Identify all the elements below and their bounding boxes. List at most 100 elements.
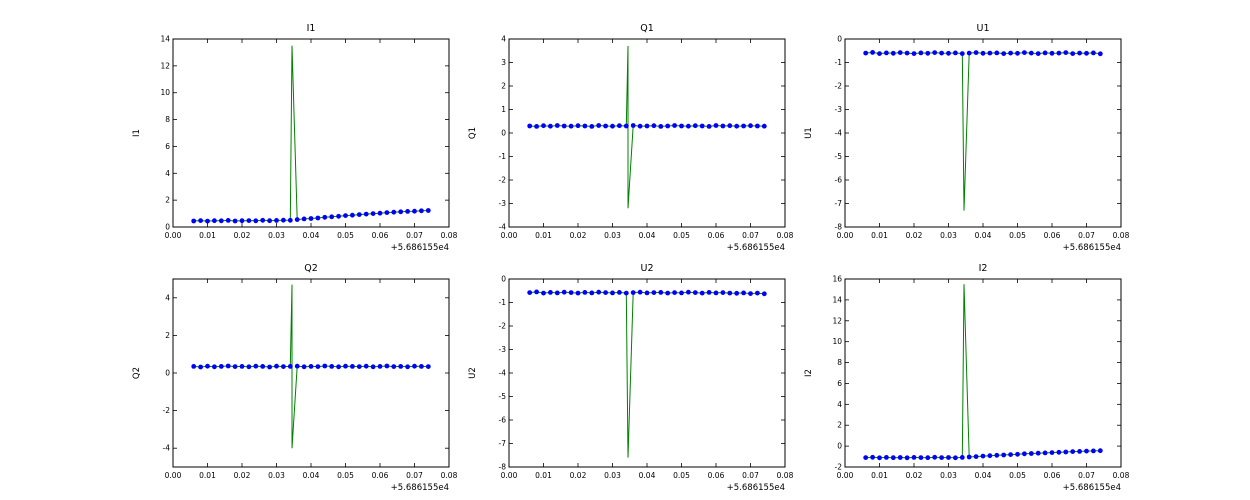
- y-tick-label: -5: [835, 152, 843, 161]
- data-point: [980, 50, 986, 56]
- data-point: [748, 123, 753, 129]
- x-tick-label: 0.06: [708, 231, 725, 240]
- data-point: [239, 364, 245, 369]
- data-point: [534, 124, 539, 129]
- data-point: [1022, 50, 1027, 55]
- chart-title: Q2: [304, 263, 318, 274]
- data-point: [246, 364, 252, 370]
- chart-title: U2: [641, 263, 654, 274]
- x-tick-label: 0.07: [406, 231, 423, 240]
- data-point: [541, 123, 546, 129]
- data-point: [554, 290, 560, 296]
- x-tick-label: 0.07: [742, 471, 759, 480]
- data-point: [741, 290, 746, 296]
- data-point: [1042, 50, 1048, 56]
- x-tick-label: 0.01: [199, 471, 216, 480]
- data-point: [363, 363, 369, 369]
- y-axis-label: U1: [804, 127, 814, 139]
- y-tick-label: 0: [501, 129, 506, 138]
- data-point: [1035, 51, 1041, 56]
- data-point: [617, 123, 622, 129]
- x-tick-label: 0.00: [165, 471, 182, 480]
- plot-area: [845, 39, 1121, 227]
- data-point: [994, 50, 1000, 56]
- data-point: [1015, 451, 1020, 457]
- data-point: [658, 124, 664, 129]
- x-tick-label: 0.05: [337, 471, 354, 480]
- data-point: [720, 290, 726, 295]
- x-tick-label: 0.08: [777, 471, 794, 480]
- data-point: [1070, 51, 1076, 56]
- data-point: [692, 123, 698, 129]
- x-tick-label: 0.07: [1078, 231, 1095, 240]
- x-tick-label: 0.08: [777, 231, 794, 240]
- data-point: [343, 213, 348, 219]
- data-point: [918, 455, 924, 460]
- data-point: [391, 364, 397, 369]
- data-point: [419, 208, 424, 214]
- data-point: [363, 211, 369, 217]
- data-point: [610, 290, 615, 296]
- data-point: [1049, 50, 1055, 56]
- x-tick-label: 0.00: [501, 471, 518, 480]
- data-point: [727, 290, 733, 296]
- x-tick-label: 0.06: [372, 231, 389, 240]
- y-tick-label: -7: [499, 439, 507, 448]
- y-tick-label: 0: [837, 442, 842, 451]
- data-point: [267, 364, 272, 370]
- data-point: [561, 123, 567, 129]
- x-offset-label: +5.686155e4: [727, 243, 785, 252]
- x-tick-label: 0.04: [639, 471, 656, 480]
- x-tick-label: 0.01: [199, 231, 216, 240]
- x-tick-label: 0.06: [1044, 471, 1061, 480]
- data-point: [350, 364, 355, 369]
- figure-grid: 0.00 0.01 0.02 0.03 0.04 0.05 0.06 0.07 0.08 0 2 4 6…: [125, 12, 1133, 492]
- y-tick-label: 10: [832, 337, 842, 346]
- x-tick-label: 0.08: [441, 231, 458, 240]
- data-point: [343, 363, 348, 369]
- data-point: [308, 216, 314, 221]
- data-point: [253, 218, 259, 224]
- data-point: [890, 50, 896, 56]
- data-point: [260, 217, 266, 223]
- data-point: [527, 123, 533, 129]
- data-point: [1070, 449, 1076, 454]
- data-point: [1028, 50, 1034, 56]
- data-point: [623, 123, 629, 129]
- data-point: [630, 290, 636, 295]
- data-point: [239, 218, 245, 224]
- data-point: [644, 123, 650, 129]
- y-tick-label: -1: [499, 152, 507, 161]
- data-point: [425, 364, 431, 369]
- y-tick-label: 6: [837, 379, 842, 388]
- y-tick-label: 12: [160, 61, 170, 70]
- data-point: [939, 455, 944, 460]
- y-tick-label: -4: [499, 223, 507, 232]
- data-point: [329, 214, 335, 220]
- data-point: [925, 50, 931, 56]
- x-tick-label: 0.03: [940, 471, 957, 480]
- data-point: [1001, 452, 1007, 458]
- x-tick-label: 0.04: [303, 231, 320, 240]
- data-point: [679, 290, 684, 296]
- data-point: [329, 364, 335, 369]
- data-point: [294, 363, 300, 369]
- data-point: [727, 123, 733, 129]
- y-tick-label: 2: [501, 82, 506, 91]
- x-tick-label: 0.04: [639, 231, 656, 240]
- y-tick-label: 4: [501, 35, 506, 44]
- x-tick-label: 0.04: [975, 231, 992, 240]
- x-tick-label: 0.02: [906, 231, 923, 240]
- y-tick-label: -8: [835, 223, 843, 232]
- data-point: [336, 213, 341, 219]
- y-tick-label: 4: [165, 293, 170, 302]
- y-tick-label: 8: [837, 358, 842, 367]
- data-point: [980, 453, 986, 459]
- x-tick-label: 0.00: [837, 471, 854, 480]
- data-point: [315, 364, 321, 369]
- data-point: [870, 454, 875, 460]
- x-tick-label: 0.06: [708, 471, 725, 480]
- data-point: [904, 455, 910, 461]
- data-point: [713, 123, 719, 128]
- y-tick-label: 0: [165, 223, 170, 232]
